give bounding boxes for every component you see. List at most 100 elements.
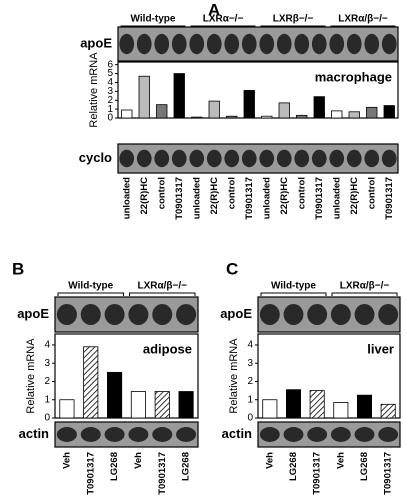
bar [296, 114, 308, 119]
annotation: adipose [143, 341, 192, 356]
blot-band [206, 149, 222, 168]
blot-band [189, 149, 205, 168]
x-tick-label: 22(R)HC [349, 177, 360, 215]
x-tick-label: control [226, 177, 237, 209]
x-tick-label: control [156, 177, 167, 209]
bar [383, 105, 395, 119]
bar [243, 90, 255, 119]
blot-band [128, 304, 149, 325]
y-tick-label: 2 [107, 95, 113, 106]
y-axis-label: Relative mRNA [228, 338, 240, 414]
x-tick-label: LG268 [288, 452, 299, 481]
x-tick-label: Veh [61, 452, 72, 469]
y-tick-label: 5 [107, 68, 113, 79]
y-tick-label: 4 [247, 340, 253, 351]
blot-band [354, 427, 375, 442]
y-tick-label: 2 [247, 376, 253, 387]
group-label: LXRα/β−/− [340, 281, 390, 292]
blot [54, 296, 199, 333]
group-label: LXRα−/− [203, 14, 244, 25]
blot-band [307, 304, 328, 325]
blot-band [294, 33, 310, 55]
blot-band [119, 33, 135, 55]
y-tick-label: 1 [107, 104, 113, 115]
blot-band [381, 33, 397, 55]
blot-band [346, 149, 362, 168]
bar [107, 371, 123, 419]
blot [257, 296, 401, 333]
bar [278, 102, 290, 119]
x-tick-label: Veh [335, 452, 346, 469]
blot-band [259, 427, 280, 442]
blot-band [241, 33, 257, 55]
y-tick-label: 3 [247, 358, 253, 369]
blot-band [378, 427, 399, 442]
plot-frame [257, 333, 401, 419]
blot-band [330, 304, 351, 325]
x-tick-label: LG268 [181, 452, 192, 481]
blot-band [206, 33, 222, 55]
bar [333, 402, 349, 419]
bar [309, 390, 325, 419]
blot-band [381, 149, 397, 168]
blot-band [224, 33, 240, 55]
blot-band [346, 33, 362, 55]
bar [331, 110, 343, 119]
y-axis-label: Relative mRNA [25, 338, 37, 414]
x-tick-label: control [296, 177, 307, 209]
x-tick-label: unloaded [331, 177, 342, 219]
blot-band [104, 304, 125, 325]
bar [285, 389, 301, 419]
bar [366, 106, 378, 119]
bar [356, 394, 372, 419]
group-label: Wild-type [271, 281, 316, 292]
blot-label: actin [222, 426, 252, 441]
blot-band [329, 33, 345, 55]
x-tick-label: unloaded [121, 177, 132, 219]
blot-band [259, 304, 280, 325]
blot-band [276, 33, 292, 55]
bar [208, 100, 220, 119]
x-tick-label: T0901317 [314, 177, 325, 220]
blot-band [104, 427, 125, 442]
blot-band [154, 149, 170, 168]
blot-label: actin [19, 426, 49, 441]
group-label: LXRα/β−/− [338, 14, 388, 25]
group-bracket [260, 292, 327, 296]
panel-label: C [226, 259, 238, 278]
x-tick-label: 22(R)HC [279, 177, 290, 215]
blot-band [283, 427, 304, 442]
blot-band [311, 149, 327, 168]
x-tick-label: Veh [264, 452, 275, 469]
panel-label: B [12, 259, 24, 278]
x-tick-label: 22(R)HC [209, 177, 220, 215]
blot-label: apoE [17, 306, 49, 321]
x-tick-label: LG268 [359, 452, 370, 481]
plot-frame [54, 333, 199, 419]
y-tick-label: 4 [107, 77, 113, 88]
blot-band [330, 427, 351, 442]
y-tick-label: 1 [247, 394, 253, 405]
blot-band [119, 149, 135, 168]
x-tick-label: LG268 [109, 452, 120, 481]
group-bracket [331, 292, 398, 296]
blot-band [80, 427, 101, 442]
blot-band [378, 304, 399, 325]
blot-band [80, 304, 101, 325]
x-tick-label: T0901317 [174, 177, 185, 220]
group-bracket [57, 292, 124, 296]
x-tick-label: Veh [133, 452, 144, 469]
blot-band [176, 304, 197, 325]
group-label: LXRβ−/− [273, 14, 314, 25]
bar [173, 73, 185, 119]
bar [121, 109, 133, 119]
bar [191, 116, 203, 119]
blot-band [128, 427, 149, 442]
plot-frame [117, 61, 399, 119]
blot-band [283, 304, 304, 325]
bar [130, 391, 146, 419]
y-tick-label: 0 [44, 413, 50, 424]
blot-band [259, 33, 275, 55]
blot-band [56, 427, 77, 442]
